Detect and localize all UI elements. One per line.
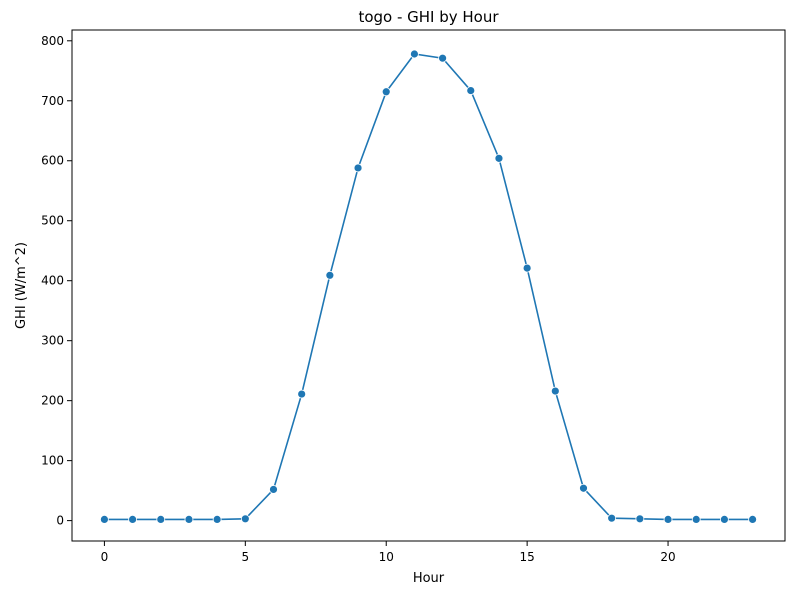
data-point: [128, 515, 137, 524]
x-axis-label: Hour: [413, 571, 445, 586]
x-tick-label: 10: [379, 550, 394, 564]
series-layer: [100, 49, 757, 524]
x-tick-label: 20: [660, 550, 675, 564]
data-point: [212, 515, 222, 524]
data-point: [325, 270, 335, 280]
data-point: [607, 513, 617, 523]
chart-title: togo - GHI by Hour: [358, 8, 499, 26]
data-point: [748, 515, 757, 524]
y-tick-label: 400: [41, 274, 64, 288]
data-point: [494, 153, 504, 163]
y-tick-label: 800: [41, 34, 64, 48]
data-point: [720, 515, 729, 524]
data-point: [579, 483, 588, 493]
data-point: [466, 86, 476, 95]
y-tick-label: 200: [41, 394, 64, 408]
data-point: [635, 514, 645, 524]
data-point: [663, 515, 673, 524]
data-point: [381, 87, 391, 97]
y-tick-label: 100: [41, 454, 64, 468]
y-tick-label: 500: [41, 214, 64, 228]
x-tick-label: 0: [101, 550, 109, 564]
data-point: [184, 515, 194, 524]
data-point: [691, 515, 701, 524]
data-point: [269, 485, 278, 494]
data-point: [297, 389, 307, 399]
y-tick-label: 700: [41, 94, 64, 108]
x-tick-label: 5: [241, 550, 249, 564]
data-point: [522, 263, 532, 273]
data-point: [353, 163, 363, 173]
y-axis-label: GHI (W/m^2): [14, 242, 29, 329]
plot-frame: [71, 29, 786, 542]
data-point: [156, 515, 166, 524]
x-tick-label: 15: [519, 550, 534, 564]
y-tick-label: 600: [41, 154, 64, 168]
series-line: [104, 53, 753, 521]
data-point: [550, 386, 560, 396]
data-point: [100, 515, 109, 524]
y-tick-label: 0: [56, 514, 64, 528]
y-tick-label: 300: [41, 334, 64, 348]
data-point: [240, 514, 250, 524]
data-point: [438, 53, 447, 63]
data-point: [410, 49, 419, 59]
